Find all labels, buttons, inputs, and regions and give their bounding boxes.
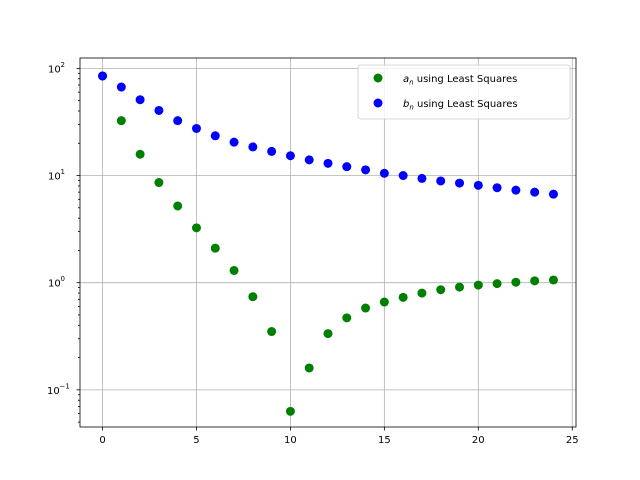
series-2-point bbox=[304, 155, 314, 165]
y-tick-label: 10 0 bbox=[48, 275, 65, 290]
series-2-point bbox=[154, 105, 164, 115]
legend-entry: an using Least Squares bbox=[373, 73, 517, 87]
series-1-point bbox=[436, 285, 446, 295]
legend-box bbox=[357, 64, 571, 120]
x-tick-label: 10 bbox=[284, 435, 297, 446]
legend-subscript: n bbox=[409, 79, 413, 87]
legend-subscript: n bbox=[409, 104, 413, 112]
series-1-point bbox=[511, 277, 521, 287]
legend-label: an using Least Squares bbox=[403, 74, 517, 87]
series-1-point bbox=[304, 363, 314, 373]
series-2-point bbox=[191, 123, 201, 133]
series-1-point bbox=[473, 280, 483, 290]
x-tick-label: 15 bbox=[378, 435, 391, 446]
legend-label: bn using Least Squares bbox=[403, 99, 518, 112]
legend-symbol: a bbox=[403, 74, 409, 85]
series-1-point bbox=[342, 313, 352, 323]
series-2-point bbox=[248, 142, 258, 152]
series-2-point bbox=[511, 185, 521, 195]
y-tick-exponent: 2 bbox=[61, 61, 65, 69]
series-1-point bbox=[285, 406, 295, 416]
series-2-point bbox=[116, 82, 126, 92]
x-tick-label: 20 bbox=[472, 435, 485, 446]
series-1-point bbox=[267, 327, 277, 337]
series-1-point bbox=[210, 243, 220, 253]
y-tick-label: 10 2 bbox=[48, 61, 65, 76]
series-1-point bbox=[361, 303, 371, 313]
y-tick-base: 10 bbox=[48, 172, 61, 183]
series-2-point bbox=[473, 180, 483, 190]
y-tick-exponent: −1 bbox=[60, 382, 70, 390]
series-2-point bbox=[229, 137, 239, 147]
series-2-point bbox=[323, 158, 333, 168]
series-1-point bbox=[248, 292, 258, 302]
legend-marker bbox=[373, 98, 383, 108]
series-1-point bbox=[492, 279, 502, 289]
y-tick-exponent: 1 bbox=[61, 168, 65, 176]
legend-text-rest: using Least Squares bbox=[414, 74, 518, 85]
axes-frame bbox=[79, 57, 577, 428]
series-2-point bbox=[342, 162, 352, 172]
series-2-point bbox=[530, 187, 540, 197]
series-2-point bbox=[173, 116, 183, 126]
series-1-point bbox=[229, 265, 239, 275]
y-tick-base: 10 bbox=[48, 64, 61, 75]
series-2-point bbox=[361, 165, 371, 175]
x-tick-label: 25 bbox=[566, 435, 579, 446]
y-tick-base: 10 bbox=[48, 279, 61, 290]
data-points bbox=[98, 71, 558, 416]
y-tick-label: 10 −1 bbox=[47, 382, 70, 397]
x-tick-label: 0 bbox=[99, 435, 105, 446]
series-2-point bbox=[285, 151, 295, 161]
series-2-point bbox=[398, 171, 408, 181]
legend-entry: bn using Least Squares bbox=[373, 98, 518, 112]
series-1-point bbox=[379, 297, 389, 307]
y-tick-base: 10 bbox=[47, 386, 60, 397]
series-2-point bbox=[267, 146, 277, 156]
series-1-point bbox=[530, 276, 540, 286]
y-tick-exponent: 0 bbox=[61, 275, 65, 283]
legend-marker bbox=[373, 73, 383, 83]
series-1-point bbox=[323, 329, 333, 339]
series-1-point bbox=[154, 178, 164, 188]
series-1-point bbox=[116, 116, 126, 126]
series-2-point bbox=[455, 178, 465, 188]
series-2-point bbox=[379, 168, 389, 178]
series-1-point bbox=[191, 223, 201, 233]
series-2-point bbox=[135, 95, 145, 105]
series-1-point bbox=[548, 275, 558, 285]
series-2-point bbox=[98, 71, 108, 81]
legend-text-rest: using Least Squares bbox=[414, 99, 518, 110]
series-1-point bbox=[398, 292, 408, 302]
series-1-point bbox=[135, 149, 145, 159]
series-2-point bbox=[548, 189, 558, 199]
series-2-point bbox=[436, 176, 446, 186]
legend-symbol: b bbox=[403, 99, 409, 110]
series-2-point bbox=[417, 173, 427, 183]
y-tick-label: 10 1 bbox=[48, 168, 65, 183]
series-2-point bbox=[210, 131, 220, 141]
series-1-point bbox=[417, 288, 427, 298]
x-tick-label: 5 bbox=[193, 435, 199, 446]
series-1-point bbox=[455, 282, 465, 292]
series-1-point bbox=[173, 201, 183, 211]
x-axis-ticks: 0 5 10 15 20 25 bbox=[99, 427, 579, 446]
series-2-point bbox=[492, 183, 502, 193]
